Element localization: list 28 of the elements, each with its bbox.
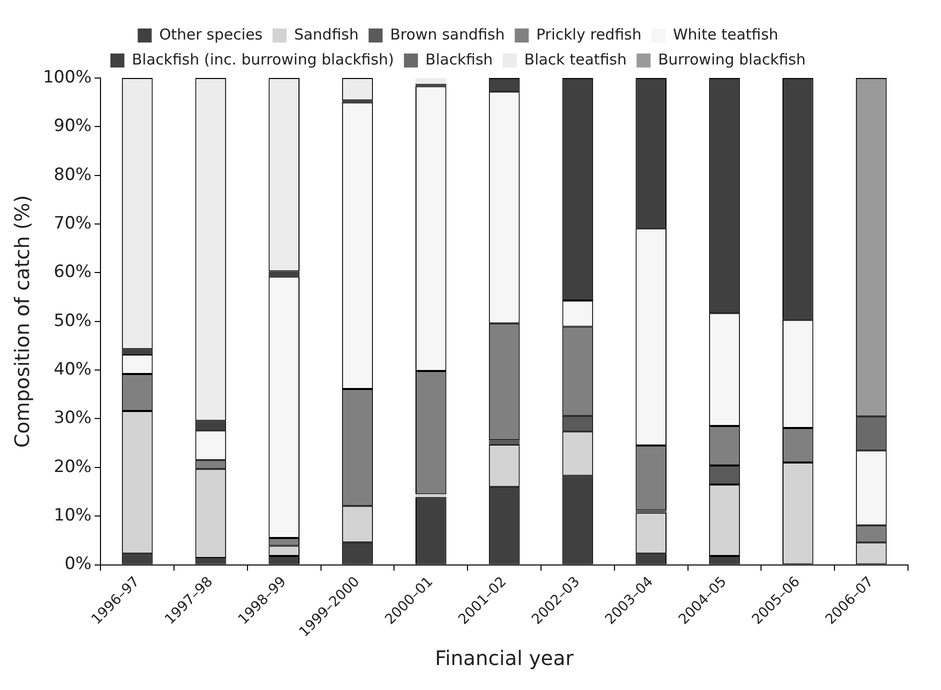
y-tick-label: 80% <box>54 164 92 185</box>
y-tick-label: 50% <box>54 310 92 331</box>
bar <box>268 271 300 277</box>
y-tick-label: 20% <box>54 456 92 477</box>
x-axis-title: Financial year <box>435 646 574 670</box>
bar <box>488 440 520 445</box>
legend-label: Blackfish (inc. burrowing blackfish) <box>132 50 394 68</box>
y-tick-label: 90% <box>54 116 92 136</box>
bar <box>415 78 446 84</box>
legend-label: Burrowing blackfish <box>658 50 806 68</box>
legend-label: Brown sandfish <box>390 25 505 44</box>
legend-label: Prickly redfish <box>536 25 642 44</box>
legend-label: Other species <box>159 25 263 44</box>
y-tick-label: 30% <box>54 408 92 428</box>
y-tick-label: 60% <box>54 262 92 282</box>
y-tick-label: 40% <box>54 359 92 380</box>
bar <box>415 494 446 498</box>
y-tick-label: 10% <box>54 506 92 526</box>
legend-label: White teatfish <box>672 25 778 44</box>
bar <box>122 349 153 354</box>
bar <box>415 84 446 86</box>
y-tick-label: 100% <box>42 67 92 88</box>
legend-label: Black teatfish <box>524 50 627 68</box>
legend-label: Sandfish <box>294 25 359 44</box>
y-axis-title: Composition of catch (%) <box>10 195 34 448</box>
y-tick-label: 70% <box>54 213 92 234</box>
y-tick-label: 0% <box>64 554 92 574</box>
legend-label: Blackfish <box>425 50 493 68</box>
